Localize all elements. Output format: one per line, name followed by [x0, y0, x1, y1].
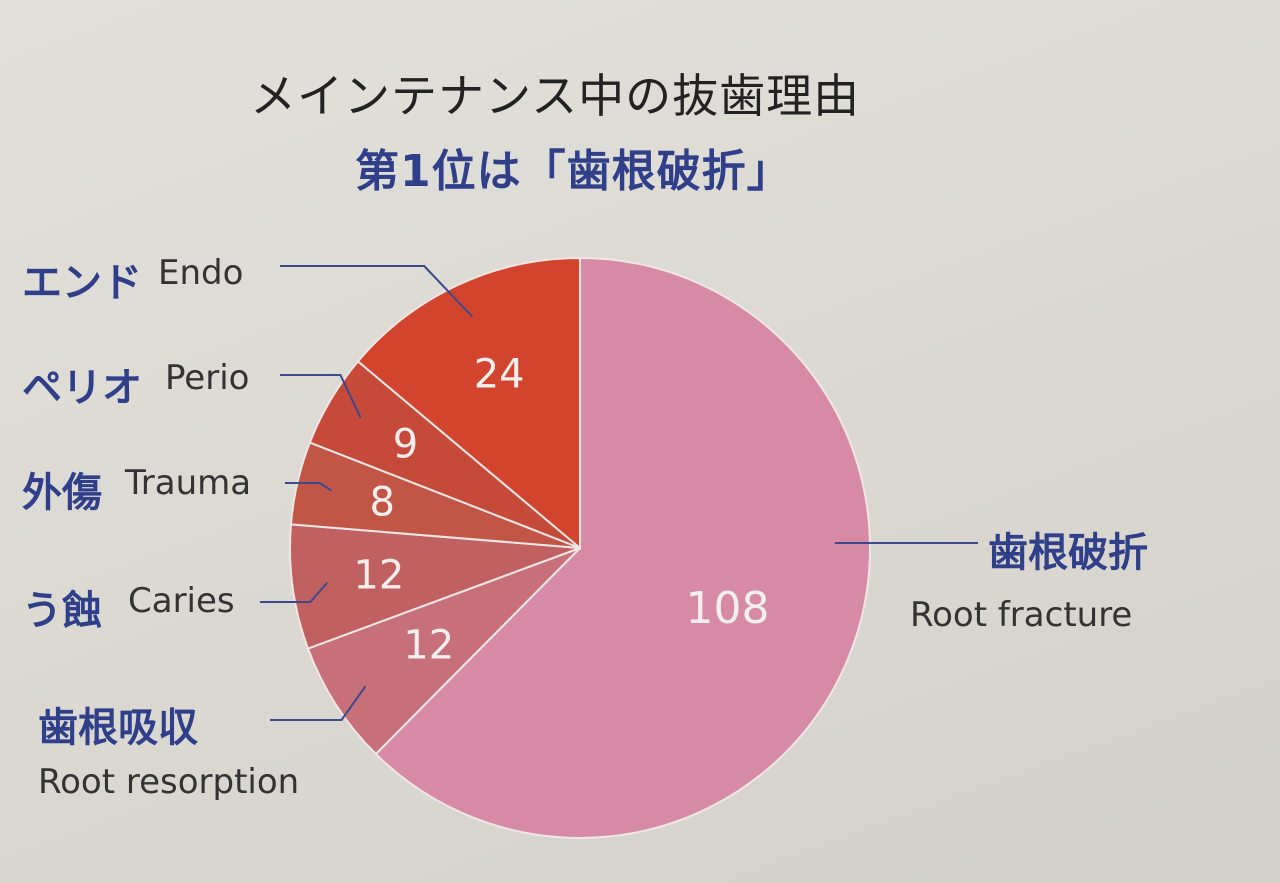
label-caries-jp: う蝕: [22, 588, 102, 634]
pie-value-root-fracture: 108: [686, 583, 770, 634]
chart-title: メインテナンス中の抜歯理由: [250, 69, 861, 123]
pie-value-endo: 24: [474, 351, 525, 397]
label-endo-jp: エンド: [22, 260, 142, 306]
chart-subtitle: 第1位は「歯根破折」: [355, 146, 792, 197]
pie-slice-root-resorption: [306, 547, 581, 756]
leader-line-trauma: [285, 482, 332, 492]
leader-line-endo: [280, 265, 473, 318]
label-endo-en: Endo: [158, 253, 244, 293]
leader-line-perio: [280, 374, 362, 419]
label-perio-en: Perio: [165, 358, 250, 398]
label-root-fracture-jp: 歯根破折: [988, 530, 1148, 576]
leader-line-caries: [260, 581, 328, 603]
pie-value-perio: 9: [393, 421, 418, 467]
leader-line-root-resorption: [270, 685, 367, 721]
pie-value-root-resorption: 12: [403, 622, 454, 668]
pie-value-trauma: 8: [369, 479, 394, 525]
label-root-fracture-en: Root fracture: [910, 595, 1133, 635]
pie-slice-endo: [356, 256, 581, 551]
pie-slice-caries: [289, 523, 581, 650]
pie-value-caries: 12: [353, 553, 404, 599]
label-resorption-en: Root resorption: [38, 762, 300, 802]
label-trauma-jp: 外傷: [22, 470, 102, 516]
pie-slice-root-fracture: [374, 256, 871, 839]
label-resorption-jp: 歯根吸収: [38, 705, 198, 751]
label-perio-jp: ペリオ: [22, 365, 142, 411]
label-caries-en: Caries: [128, 581, 235, 621]
label-trauma-en: Trauma: [125, 463, 252, 503]
